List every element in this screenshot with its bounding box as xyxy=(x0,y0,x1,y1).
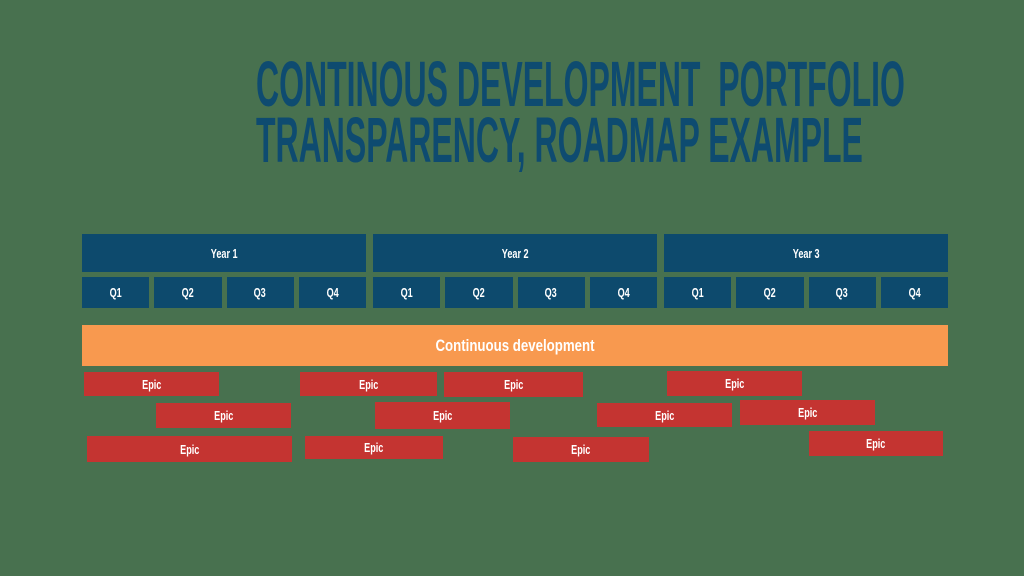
epic-bar-row3-11: Epic xyxy=(513,437,649,462)
quarter-box-year2-q4: Q4 xyxy=(589,277,657,308)
quarter-label: Q1 xyxy=(109,285,122,300)
epic-label: Epic xyxy=(866,436,886,451)
epic-bar-row1-2: Epic xyxy=(300,372,437,396)
epic-label: Epic xyxy=(213,408,234,423)
year-label-1: Year 1 xyxy=(210,245,238,261)
quarter-group-year-3: Q1 Q2 Q3 Q4 xyxy=(664,277,948,308)
epic-bar-row3-9: Epic xyxy=(87,436,292,462)
epic-bar-row2-6: Epic xyxy=(375,402,510,429)
quarter-box-year1-q2: Q2 xyxy=(154,277,222,308)
epic-label: Epic xyxy=(358,376,379,392)
quarter-box-year2-q2: Q2 xyxy=(445,277,513,308)
epic-bar-row3-12: Epic xyxy=(809,431,943,456)
epic-bar-row2-8: Epic xyxy=(740,400,875,425)
epic-bar-row1-3: Epic xyxy=(444,372,583,397)
epic-label: Epic xyxy=(797,405,818,420)
quarter-box-year3-q2: Q2 xyxy=(736,277,804,308)
quarter-label: Q2 xyxy=(472,285,485,300)
epic-label: Epic xyxy=(654,407,675,423)
epic-label: Epic xyxy=(432,408,453,423)
epic-bar-row1-4: Epic xyxy=(667,371,802,396)
year-box-1: Year 1 xyxy=(82,234,366,272)
page-title: CONTINOUS DEVELOPMENT PORTFOLIO TRANSPAR… xyxy=(0,52,1024,172)
quarter-label: Q4 xyxy=(908,285,921,300)
year-label-3: Year 3 xyxy=(792,245,820,261)
quarter-label: Q1 xyxy=(400,285,413,300)
continuous-development-bar: Continuous development xyxy=(82,325,948,366)
quarter-box-year2-q1: Q1 xyxy=(373,277,441,308)
epic-bar-row3-10: Epic xyxy=(305,436,443,459)
quarter-label: Q2 xyxy=(181,285,194,300)
quarter-group-year-2: Q1 Q2 Q3 Q4 xyxy=(373,277,657,308)
year-box-2: Year 2 xyxy=(373,234,657,272)
epic-label: Epic xyxy=(571,442,591,457)
quarter-box-year1-q4: Q4 xyxy=(298,277,366,308)
continuous-development-label: Continuous development xyxy=(435,335,595,355)
quarter-label: Q3 xyxy=(836,285,849,300)
epic-label: Epic xyxy=(141,376,162,392)
quarter-box-year1-q3: Q3 xyxy=(226,277,294,308)
epic-bar-row2-7: Epic xyxy=(597,403,732,427)
quarter-label: Q1 xyxy=(691,285,704,300)
year-box-3: Year 3 xyxy=(664,234,948,272)
quarter-box-year1-q1: Q1 xyxy=(82,277,150,308)
epic-bar-row2-5: Epic xyxy=(156,403,291,428)
timeline-header: Year 1 Year 2 Year 3 Q1 Q2 Q3 Q4 Q1 Q2 Q3 Q4 Q1 Q2 Q… xyxy=(82,234,948,308)
quarter-label: Q3 xyxy=(545,285,558,300)
years-row: Year 1 Year 2 Year 3 xyxy=(82,234,948,272)
quarter-box-year3-q4: Q4 xyxy=(880,277,948,308)
epic-label: Epic xyxy=(503,377,524,392)
quarter-label: Q2 xyxy=(763,285,776,300)
quarters-row: Q1 Q2 Q3 Q4 Q1 Q2 Q3 Q4 Q1 Q2 Q3 Q4 xyxy=(82,277,948,308)
quarter-box-year3-q3: Q3 xyxy=(808,277,876,308)
quarter-label: Q4 xyxy=(617,285,630,300)
epic-label: Epic xyxy=(724,376,745,391)
year-label-2: Year 2 xyxy=(501,245,529,261)
epic-label: Epic xyxy=(364,440,384,455)
epic-label: Epic xyxy=(179,441,200,457)
quarter-label: Q4 xyxy=(326,285,339,300)
quarter-box-year3-q1: Q1 xyxy=(664,277,732,308)
quarter-box-year2-q3: Q3 xyxy=(517,277,585,308)
epic-bar-row1-1: Epic xyxy=(84,372,219,396)
quarter-label: Q3 xyxy=(254,285,267,300)
quarter-group-year-1: Q1 Q2 Q3 Q4 xyxy=(82,277,366,308)
